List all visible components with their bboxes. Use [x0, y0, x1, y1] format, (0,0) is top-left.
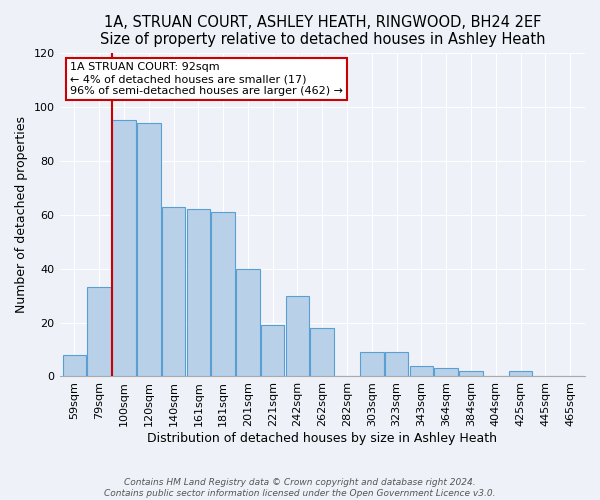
Bar: [434, 368, 458, 376]
Bar: [310, 328, 334, 376]
Bar: [261, 325, 284, 376]
Bar: [410, 366, 433, 376]
Bar: [62, 355, 86, 376]
Bar: [211, 212, 235, 376]
Bar: [286, 296, 309, 376]
Bar: [112, 120, 136, 376]
Y-axis label: Number of detached properties: Number of detached properties: [15, 116, 28, 313]
Bar: [88, 288, 111, 376]
Bar: [137, 123, 161, 376]
Bar: [236, 268, 260, 376]
Bar: [459, 371, 483, 376]
Bar: [509, 371, 532, 376]
Bar: [187, 209, 210, 376]
Bar: [162, 206, 185, 376]
Text: 1A STRUAN COURT: 92sqm
← 4% of detached houses are smaller (17)
96% of semi-deta: 1A STRUAN COURT: 92sqm ← 4% of detached …: [70, 62, 343, 96]
Bar: [385, 352, 409, 376]
Text: Contains HM Land Registry data © Crown copyright and database right 2024.
Contai: Contains HM Land Registry data © Crown c…: [104, 478, 496, 498]
Bar: [360, 352, 383, 376]
Title: 1A, STRUAN COURT, ASHLEY HEATH, RINGWOOD, BH24 2EF
Size of property relative to : 1A, STRUAN COURT, ASHLEY HEATH, RINGWOOD…: [100, 15, 545, 48]
X-axis label: Distribution of detached houses by size in Ashley Heath: Distribution of detached houses by size …: [147, 432, 497, 445]
